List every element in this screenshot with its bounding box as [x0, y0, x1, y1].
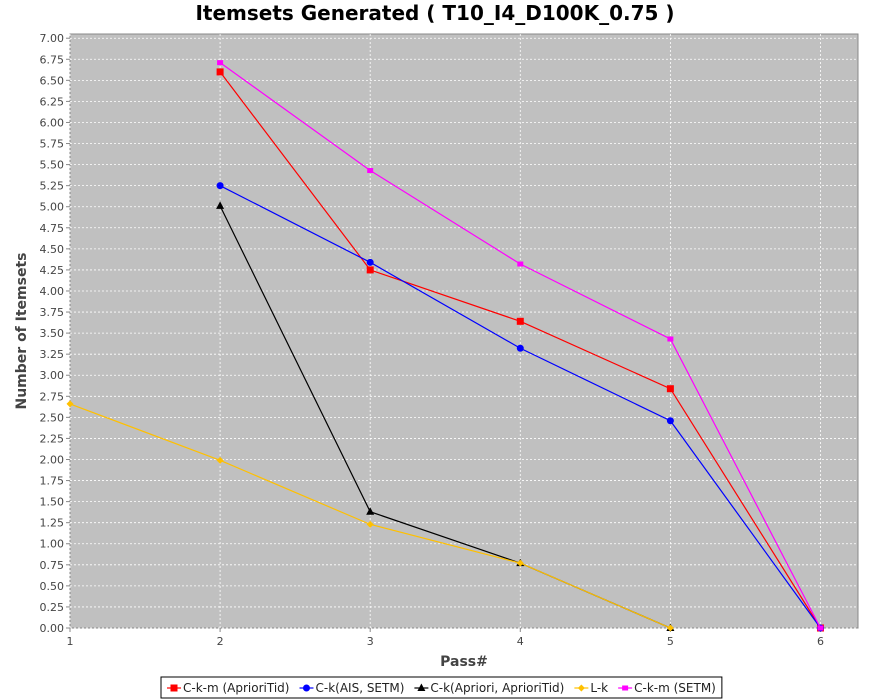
legend-item: C-k-m (AprioriTid) [167, 681, 289, 695]
y-tick-label: 4.00 [40, 285, 65, 298]
data-point [817, 625, 824, 631]
series-3 [66, 400, 674, 632]
y-tick-label: 3.50 [40, 327, 65, 340]
data-point [516, 317, 524, 325]
data-point [216, 182, 224, 190]
legend-item: C-k(Apriori, AprioriTid) [414, 681, 564, 695]
y-tick-label: 2.00 [40, 453, 65, 466]
legend-label: C-k-m (SETM) [634, 681, 716, 695]
plot-area [69, 33, 859, 629]
data-point [366, 520, 374, 528]
legend-marker [577, 684, 585, 692]
y-axis-ticks: 0.00 0.25 0.50 0.75 1.00 1.25 1.50 1.75 2.00 2.25… [40, 32, 70, 635]
data-point [366, 507, 375, 515]
y-tick-label: 4.25 [40, 264, 65, 277]
legend-label: L-k [590, 681, 608, 695]
data-point [516, 344, 524, 352]
x-tick-label: 1 [67, 635, 74, 648]
grid-lines [69, 34, 858, 629]
y-tick-label: 2.75 [40, 390, 65, 403]
legend-marker [170, 684, 178, 692]
y-tick-label: 5.25 [40, 180, 65, 193]
y-tick-label: 4.50 [40, 243, 65, 256]
legend-box [160, 676, 723, 699]
legend-marker [622, 685, 629, 691]
data-point [216, 201, 225, 209]
data-point [217, 60, 224, 66]
y-tick-label: 3.75 [40, 306, 65, 319]
x-tick-label: 6 [817, 635, 824, 648]
series-4 [217, 60, 824, 631]
y-axis-label: Number of Itemsets [14, 253, 30, 410]
y-tick-label: 2.50 [40, 411, 65, 424]
legend-label: C-k-m (AprioriTid) [183, 681, 289, 695]
data-point [216, 68, 224, 76]
y-tick-label: 1.50 [40, 496, 65, 509]
data-point [517, 261, 524, 267]
y-tick-label: 1.00 [40, 538, 65, 551]
legend-item: C-k-m (SETM) [618, 681, 716, 695]
y-tick-label: 6.75 [40, 53, 65, 66]
data-point [216, 456, 224, 464]
data-point [516, 559, 524, 567]
y-tick-label: 0.00 [40, 622, 65, 635]
y-tick-label: 0.50 [40, 580, 65, 593]
y-tick-label: 0.75 [40, 559, 65, 572]
y-tick-label: 5.75 [40, 138, 65, 151]
y-tick-label: 5.00 [40, 201, 65, 214]
x-axis-label: Pass# [440, 654, 488, 670]
y-tick-label: 6.25 [40, 95, 65, 108]
x-tick-label: 2 [217, 635, 224, 648]
x-tick-label: 4 [517, 635, 524, 648]
y-tick-label: 6.00 [40, 116, 65, 129]
y-tick-label: 6.50 [40, 74, 65, 87]
y-tick-label: 3.00 [40, 369, 65, 382]
legend: C-k-m (AprioriTid) C-k(AIS, SETM) C-k(Apri… [160, 676, 723, 699]
data-point [66, 400, 74, 408]
data-point [666, 417, 674, 425]
series-layer [66, 60, 824, 632]
legend-item: C-k(AIS, SETM) [299, 681, 404, 695]
x-axis-ticks: 1 2 3 4 5 6 [67, 628, 824, 648]
y-tick-label: 4.75 [40, 222, 65, 235]
legend-marker [417, 683, 426, 691]
x-tick-label: 5 [667, 635, 674, 648]
data-point [666, 385, 674, 393]
data-point [367, 167, 374, 173]
y-tick-label: 3.25 [40, 348, 65, 361]
y-tick-label: 7.00 [40, 32, 65, 45]
x-tick-label: 3 [367, 635, 374, 648]
chart-title: Itemsets Generated ( T10_I4_D100K_0.75 ) [195, 1, 674, 25]
data-point [666, 624, 674, 632]
data-point [366, 266, 374, 274]
y-tick-label: 1.75 [40, 475, 65, 488]
y-tick-label: 5.50 [40, 159, 65, 172]
legend-label: C-k(Apriori, AprioriTid) [430, 681, 564, 695]
data-point [667, 336, 674, 342]
y-tick-label: 0.25 [40, 601, 65, 614]
y-tick-label: 1.25 [40, 517, 65, 530]
data-point [366, 258, 374, 266]
legend-label: C-k(AIS, SETM) [315, 681, 404, 695]
y-tick-label: 2.25 [40, 432, 65, 445]
legend-marker [302, 684, 310, 692]
legend-item: L-k [574, 681, 608, 695]
